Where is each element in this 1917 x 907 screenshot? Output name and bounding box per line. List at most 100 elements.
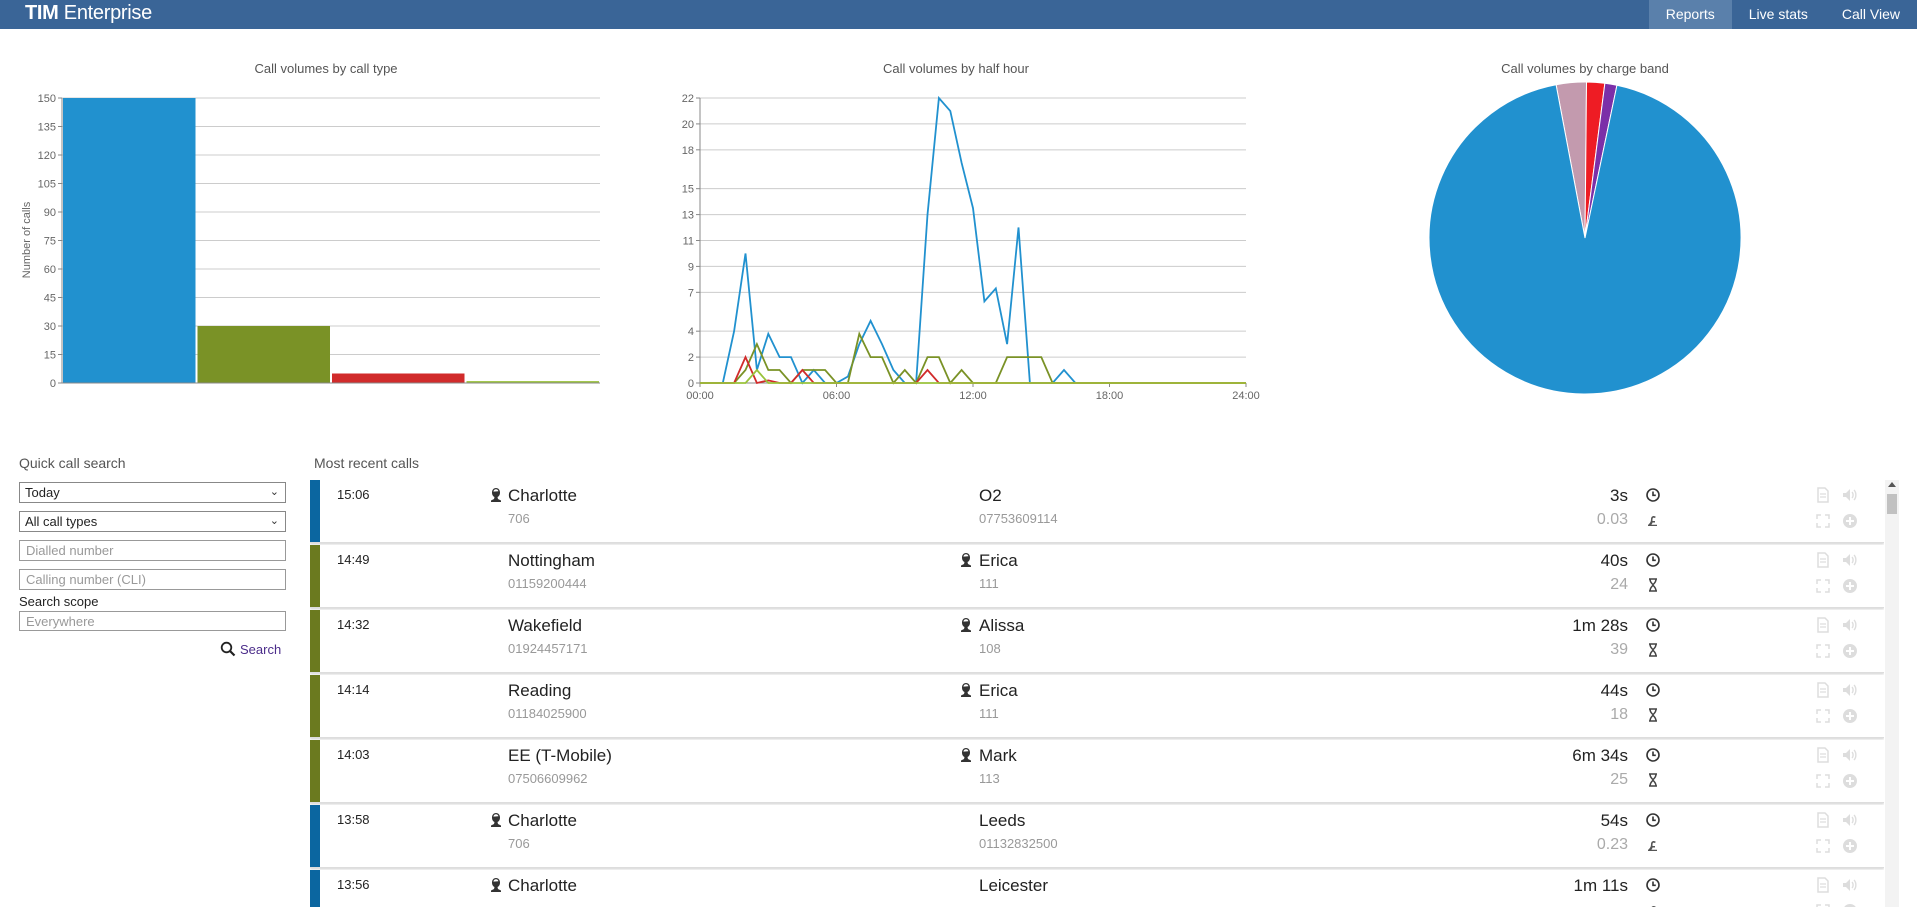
caller-number: 01159200444 [508,576,587,591]
expand-icon[interactable] [1815,838,1831,854]
chevron-down-icon: ⌄ [269,515,279,527]
caller-name[interactable]: Reading [508,681,572,700]
table-row[interactable]: 15:06 Charlotte 706 O2 07753609114 3s 0.… [310,480,1884,543]
document-icon[interactable] [1815,487,1831,503]
chart-title-half-hour: Call volumes by half hour [883,61,1029,76]
period-select[interactable]: Today ⌄ [19,482,286,503]
callee-name[interactable]: Alissa [979,616,1025,635]
search-button-label: Search [240,641,282,657]
clock-icon [1645,552,1661,568]
table-row[interactable]: 14:49 Nottingham 01159200444 Erica 111 4… [310,545,1884,608]
scroll-up-icon[interactable] [1888,482,1896,487]
search-button[interactable]: Search [220,641,281,657]
callee-name[interactable]: Leicester [979,876,1048,895]
add-icon[interactable] [1842,643,1858,659]
document-icon[interactable] [1815,877,1831,893]
y-tick-label: 20 [682,119,694,131]
callee-name[interactable]: Mark [979,746,1017,765]
person-icon [960,552,972,568]
calling-number-input[interactable]: Calling number (CLI) [19,569,286,590]
callee-name[interactable]: Leeds [979,811,1026,830]
call-cost: 39 [1610,641,1628,658]
document-icon[interactable] [1815,617,1831,633]
bar [197,326,330,383]
call-cost: 24 [1610,576,1628,593]
speaker-icon[interactable] [1841,877,1859,893]
caller-number: 706 [508,511,530,526]
bar-chart-call-type: 0 15 30 45 60 75 90 105 120 135 150 Number of calls [21,93,600,390]
speaker-icon[interactable] [1841,487,1859,503]
callee-name[interactable]: Erica [979,551,1018,570]
search-scope-input[interactable]: Everywhere [19,611,286,631]
table-row[interactable]: 14:32 Wakefield 01924457171 Alissa 108 1… [310,610,1884,673]
chart-title-call-type: Call volumes by call type [254,61,398,76]
table-row[interactable]: 13:58 Charlotte 706 Leeds 01132832500 54… [310,805,1884,868]
bar [63,98,196,383]
call-duration: 54s [1600,811,1628,830]
caller-name[interactable]: Nottingham [508,551,595,570]
table-row[interactable]: 14:14 Reading 01184025900 Erica 111 44s … [310,675,1884,738]
nav-tab-call-view[interactable]: Call View [1841,6,1900,22]
document-icon[interactable] [1815,552,1831,568]
nav-tab-live-stats[interactable]: Live stats [1748,6,1808,22]
speaker-icon[interactable] [1841,747,1859,763]
pie-chart-charge-band [1428,81,1742,395]
expand-icon[interactable] [1815,513,1831,529]
add-icon[interactable] [1842,708,1858,724]
quick-search-title: Quick call search [19,455,126,471]
y-tick-label: 22 [682,93,694,105]
speaker-icon[interactable] [1841,812,1859,828]
expand-icon[interactable] [1815,708,1831,724]
speaker-icon[interactable] [1841,617,1859,633]
y-tick-label: 18 [682,145,694,157]
document-icon[interactable] [1815,682,1831,698]
caller-number: 01924457171 [508,641,588,656]
dialled-number-input[interactable]: Dialled number [19,540,286,561]
scrollbar[interactable] [1885,480,1899,907]
x-tick-label: 18:00 [1096,390,1124,402]
caller-name[interactable]: Charlotte [508,876,577,895]
callee-number: 113 [979,771,1000,786]
add-icon[interactable] [1842,513,1858,529]
expand-icon[interactable] [1815,578,1831,594]
clock-icon [1645,617,1661,633]
caller-name[interactable]: Charlotte [508,811,577,830]
speaker-icon[interactable] [1841,552,1859,568]
y-tick-label: 105 [38,179,56,191]
hourglass-icon [1645,772,1661,788]
nav-tab-reports[interactable]: Reports [1648,0,1732,29]
caller-name[interactable]: Charlotte [508,486,577,505]
hourglass-icon [1645,577,1661,593]
expand-icon[interactable] [1815,643,1831,659]
person-icon [490,487,502,503]
expand-icon[interactable] [1815,773,1831,789]
call-time: 13:58 [337,812,370,827]
clock-icon [1645,812,1661,828]
add-icon[interactable] [1842,578,1858,594]
document-icon[interactable] [1815,747,1831,763]
call-type-select[interactable]: All call types ⌄ [19,511,286,532]
table-row[interactable]: 14:03 EE (T-Mobile) 07506609962 Mark 113… [310,740,1884,803]
call-time: 14:14 [337,682,370,697]
y-tick-label: 120 [38,150,56,162]
add-icon[interactable] [1842,838,1858,854]
cost-icon [1645,902,1661,907]
person-icon [960,747,972,763]
caller-name[interactable]: Wakefield [508,616,583,635]
y-tick-label: 60 [44,264,56,276]
chart-title-charge-band: Call volumes by charge band [1501,61,1669,76]
document-icon[interactable] [1815,812,1831,828]
expand-icon[interactable] [1815,903,1831,907]
table-row[interactable]: 13:56 Charlotte Leicester 1m 11s [310,870,1884,907]
person-icon [960,682,972,698]
caller-name[interactable]: EE (T-Mobile) [508,746,612,765]
call-cost: 0.03 [1596,511,1628,528]
add-icon[interactable] [1842,903,1858,907]
add-icon[interactable] [1842,773,1858,789]
scroll-thumb[interactable] [1887,494,1897,514]
call-time: 14:03 [337,747,370,762]
speaker-icon[interactable] [1841,682,1859,698]
y-tick-label: 9 [688,261,694,273]
callee-name[interactable]: Erica [979,681,1018,700]
callee-name[interactable]: O2 [979,486,1002,505]
